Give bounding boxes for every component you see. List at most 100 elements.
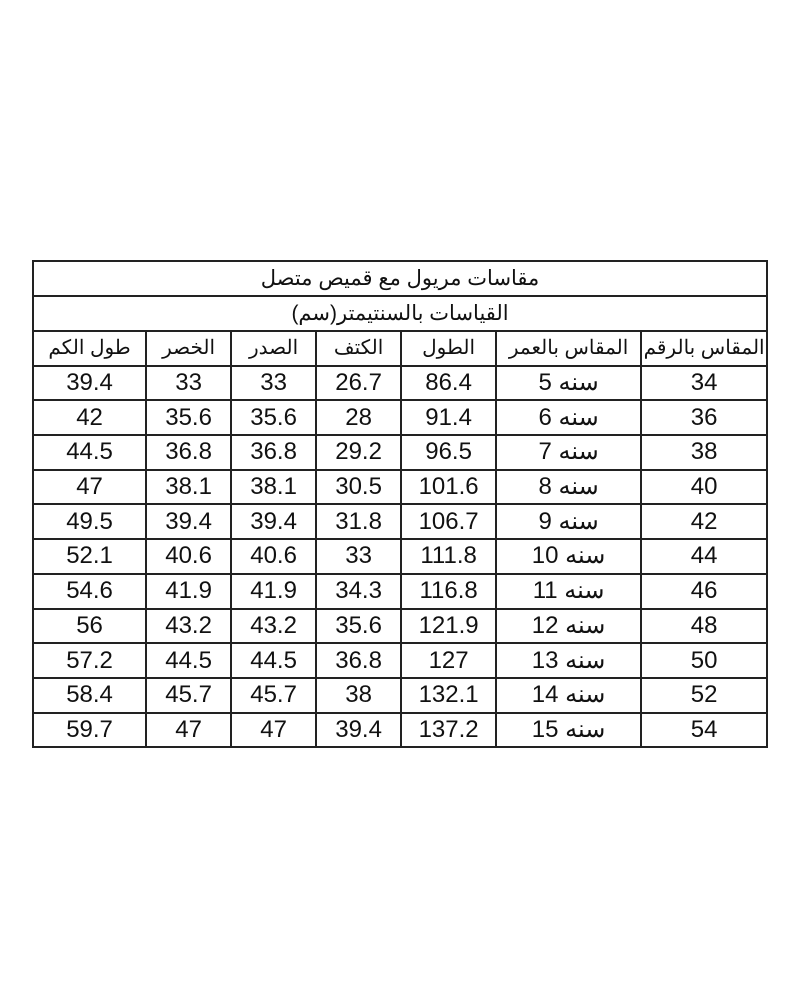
table-cell: 38 <box>315 676 403 714</box>
table-cell: 96.5 <box>400 434 498 471</box>
table-cell: سنه 10 <box>495 538 643 575</box>
table-cell: سنه 13 <box>495 642 643 679</box>
table-cell: 106.7 <box>400 503 498 541</box>
table-cell: 47 <box>230 711 318 749</box>
table-cell: 44.5 <box>230 642 318 679</box>
table-cell: 45.7 <box>145 676 233 714</box>
table-cell: 28 <box>315 399 403 437</box>
column-header: الصدر <box>230 330 318 367</box>
table-cell: 40 <box>640 468 769 506</box>
table-cell: 38.1 <box>145 468 233 506</box>
table-cell: 40.6 <box>145 538 233 575</box>
table-cell: سنه 6 <box>495 399 643 437</box>
table-cell: 26.7 <box>315 364 403 402</box>
table-cell: سنه 15 <box>495 711 643 749</box>
table-cell: 36.8 <box>315 642 403 679</box>
table-cell: 29.2 <box>315 434 403 471</box>
table-cell: 48 <box>640 607 769 645</box>
table-row: 46 سنه 11 116.8 34.3 41.9 41.9 54.6 <box>31 572 769 610</box>
table-cell: 34 <box>640 364 769 402</box>
table-cell: 33 <box>230 364 318 402</box>
table-row: 52 سنه 14 132.1 38 45.7 45.7 58.4 <box>31 676 769 714</box>
header-row: المقاس بالرقم المقاس بالعمر الطول الكتف الصد… <box>31 330 769 367</box>
table-cell: 44.5 <box>145 642 233 679</box>
table-cell: 31.8 <box>315 503 403 541</box>
table-cell: 39.4 <box>145 503 233 541</box>
table-cell: 36 <box>640 399 769 437</box>
table-row: 38 سنه 7 96.5 29.2 36.8 36.8 44.5 <box>31 434 769 471</box>
table-cell: 50 <box>640 642 769 679</box>
table-cell: 35.6 <box>315 607 403 645</box>
table-cell: 33 <box>315 538 403 575</box>
table-cell: 41.9 <box>230 572 318 610</box>
column-header: الخصر <box>145 330 233 367</box>
table-cell: 44.5 <box>31 434 148 471</box>
column-header: الكتف <box>315 330 403 367</box>
column-header: طول الكم <box>31 330 148 367</box>
table-row: 36 سنه 6 91.4 28 35.6 35.6 42 <box>31 399 769 437</box>
table-cell: 36.8 <box>230 434 318 471</box>
table-row: 34 سنه 5 86.4 26.7 33 33 39.4 <box>31 364 769 402</box>
table-cell: 42 <box>640 503 769 541</box>
table-cell: 33 <box>145 364 233 402</box>
table-row: 54 سنه 15 137.2 39.4 47 47 59.7 <box>31 711 769 749</box>
table-cell: 57.2 <box>31 642 148 679</box>
table-cell: سنه 14 <box>495 676 643 714</box>
table-cell: 35.6 <box>230 399 318 437</box>
table-cell: 35.6 <box>145 399 233 437</box>
column-header: الطول <box>400 330 498 367</box>
table-cell: 39.4 <box>315 711 403 749</box>
table-cell: 42 <box>31 399 148 437</box>
table-cell: 52.1 <box>31 538 148 575</box>
subtitle-row: القياسات بالسنتيمتر(سم) <box>31 295 769 332</box>
table-cell: 86.4 <box>400 364 498 402</box>
table-cell: سنه 7 <box>495 434 643 471</box>
table-cell: سنه 9 <box>495 503 643 541</box>
table-cell: 56 <box>31 607 148 645</box>
table-cell: 137.2 <box>400 711 498 749</box>
table-cell: 101.6 <box>400 468 498 506</box>
table-cell: 54.6 <box>31 572 148 610</box>
table-cell: 46 <box>640 572 769 610</box>
table-row: 50 سنه 13 127 36.8 44.5 44.5 57.2 <box>31 642 769 679</box>
table-row: 40 سنه 8 101.6 30.5 38.1 38.1 47 <box>31 468 769 506</box>
table-cell: 41.9 <box>145 572 233 610</box>
table-row: 42 سنه 9 106.7 31.8 39.4 39.4 49.5 <box>31 503 769 541</box>
column-header: المقاس بالعمر <box>495 330 643 367</box>
table-cell: 38.1 <box>230 468 318 506</box>
table-cell: 43.2 <box>145 607 233 645</box>
title-row: مقاسات مريول مع قميص متصل <box>31 260 769 297</box>
table-cell: 132.1 <box>400 676 498 714</box>
table-title: مقاسات مريول مع قميص متصل <box>31 260 769 297</box>
table-cell: 47 <box>145 711 233 749</box>
table-cell: 45.7 <box>230 676 318 714</box>
table-row: 48 سنه 12 121.9 35.6 43.2 43.2 56 <box>31 607 769 645</box>
table-cell: 54 <box>640 711 769 749</box>
table-cell: سنه 12 <box>495 607 643 645</box>
table-cell: سنه 11 <box>495 572 643 610</box>
table-cell: 47 <box>31 468 148 506</box>
table-cell: 59.7 <box>31 711 148 749</box>
table-cell: سنه 5 <box>495 364 643 402</box>
table-cell: 38 <box>640 434 769 471</box>
table-cell: 52 <box>640 676 769 714</box>
table-cell: سنه 8 <box>495 468 643 506</box>
table-cell: 43.2 <box>230 607 318 645</box>
table-cell: 111.8 <box>400 538 498 575</box>
table-cell: 116.8 <box>400 572 498 610</box>
table-cell: 127 <box>400 642 498 679</box>
table-cell: 39.4 <box>230 503 318 541</box>
table-cell: 91.4 <box>400 399 498 437</box>
table-cell: 36.8 <box>145 434 233 471</box>
table-cell: 30.5 <box>315 468 403 506</box>
table-cell: 121.9 <box>400 607 498 645</box>
table-cell: 58.4 <box>31 676 148 714</box>
table-cell: 49.5 <box>31 503 148 541</box>
table-subtitle: القياسات بالسنتيمتر(سم) <box>31 295 769 332</box>
table-cell: 40.6 <box>230 538 318 575</box>
column-header: المقاس بالرقم <box>640 330 769 367</box>
table-cell: 34.3 <box>315 572 403 610</box>
size-chart-table: مقاسات مريول مع قميص متصل القياسات بالسن… <box>31 260 769 749</box>
table-row: 44 سنه 10 111.8 33 40.6 40.6 52.1 <box>31 538 769 575</box>
table-cell: 44 <box>640 538 769 575</box>
